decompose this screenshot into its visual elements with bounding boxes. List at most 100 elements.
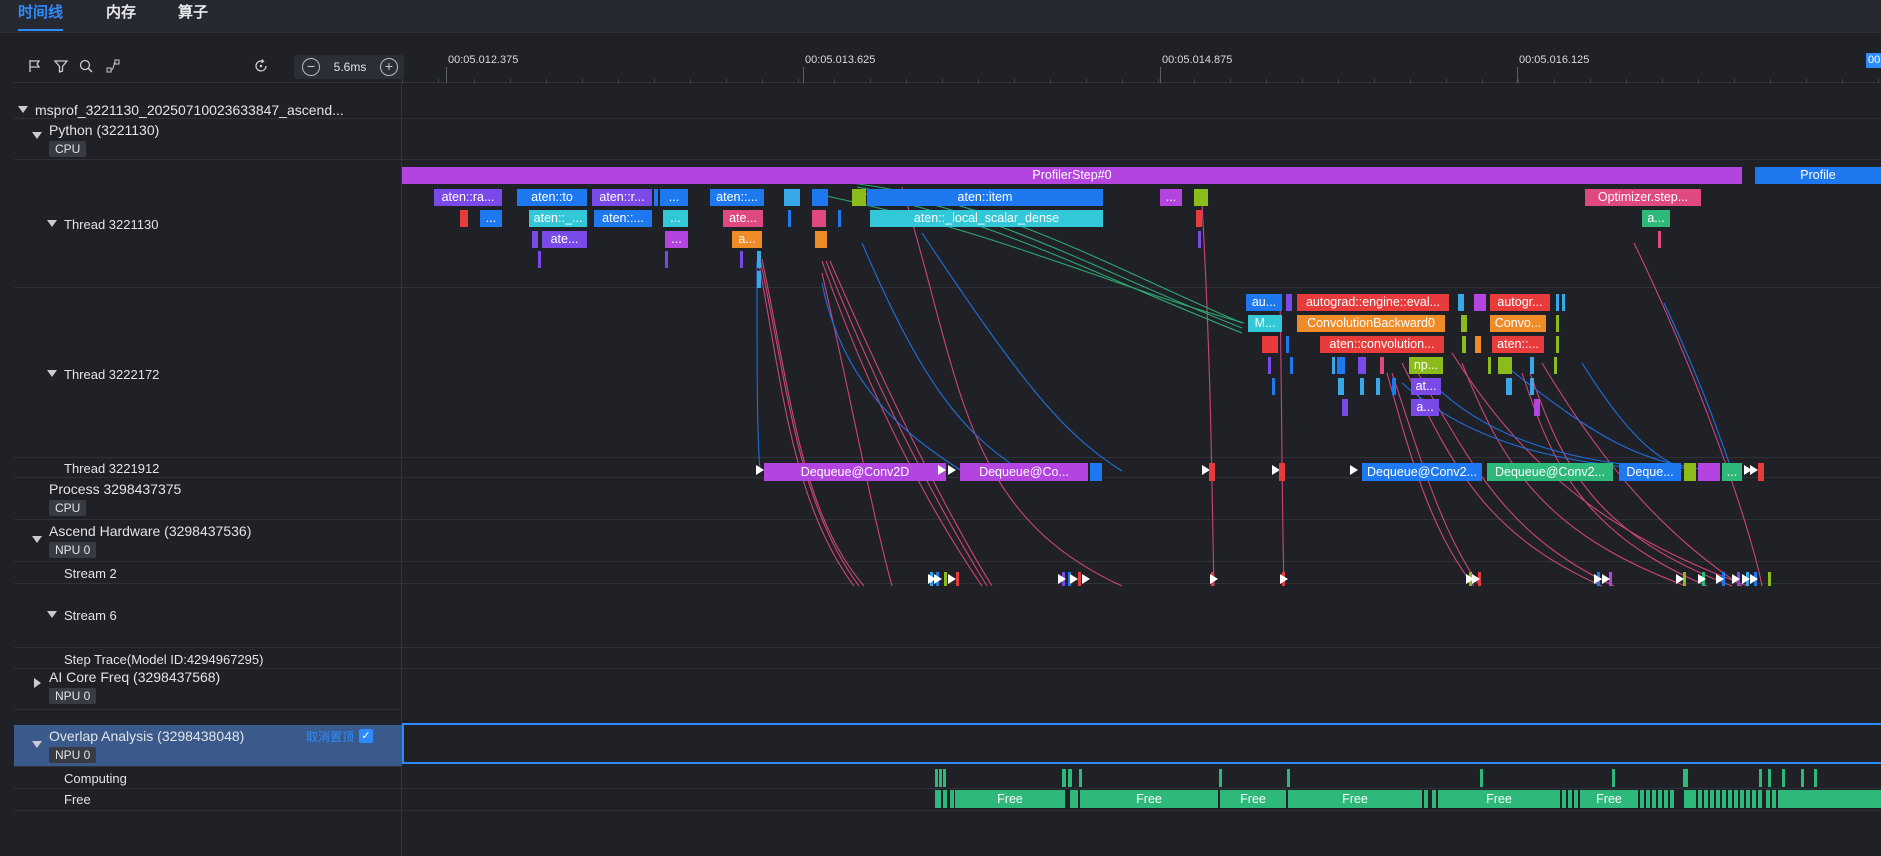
trace-slice[interactable]: aten::...: [1492, 336, 1544, 353]
trace-slice-small[interactable]: [1772, 790, 1776, 808]
trace-slice[interactable]: aten::...: [594, 210, 652, 227]
trace-slice-small[interactable]: [1376, 378, 1380, 395]
trace-slice-small[interactable]: [1534, 399, 1540, 416]
trace-slice-small[interactable]: [1716, 790, 1720, 808]
trace-slice-small[interactable]: [1332, 357, 1335, 374]
collapse-icon[interactable]: [47, 370, 57, 377]
tab-timeline[interactable]: 时间线: [18, 3, 64, 31]
trace-slice[interactable]: ...: [663, 210, 688, 227]
trace-slice[interactable]: autogr...: [1490, 294, 1550, 311]
flag-icon[interactable]: [26, 58, 44, 76]
trace-slice-small[interactable]: [1268, 357, 1271, 374]
trace-slice-small[interactable]: [1768, 572, 1771, 586]
tree-row-stream2[interactable]: Stream 2: [14, 562, 402, 584]
trace-slice-small[interactable]: [1728, 790, 1732, 808]
search-icon[interactable]: [77, 58, 95, 76]
trace-slice-small[interactable]: [812, 189, 828, 206]
trace-slice[interactable]: np...: [1409, 357, 1443, 374]
trace-slice-small[interactable]: [1337, 357, 1345, 374]
timeline-canvas[interactable]: ProfilerStep#0 Profile aten::ra... aten::to…: [402, 83, 1881, 856]
trace-slice-small[interactable]: [1612, 769, 1615, 787]
checkbox-checked[interactable]: ✓: [359, 729, 373, 743]
trace-slice[interactable]: aten::_local_scalar_dense: [870, 210, 1103, 227]
tree-row-root[interactable]: msprof_3221130_20250710023633847_ascend.…: [14, 100, 402, 119]
trace-slice[interactable]: Convo...: [1490, 315, 1546, 332]
trace-slice[interactable]: a...: [1411, 399, 1439, 416]
trace-slice-small[interactable]: [935, 769, 938, 787]
trace-slice-small[interactable]: [1090, 463, 1102, 481]
trace-slice-small[interactable]: [1068, 572, 1071, 586]
free-slice[interactable]: Free: [1438, 790, 1560, 808]
trace-slice-small[interactable]: [460, 210, 468, 227]
trace-slice[interactable]: aten::_...: [529, 210, 587, 227]
trace-slice-small[interactable]: [944, 572, 947, 586]
trace-slice-small[interactable]: [1219, 769, 1222, 787]
trace-slice-small[interactable]: [815, 231, 827, 248]
trace-slice-small[interactable]: [1262, 336, 1278, 353]
reset-icon[interactable]: [252, 58, 270, 76]
trace-slice-small[interactable]: [812, 210, 826, 227]
trace-slice-small[interactable]: [1658, 231, 1661, 248]
trace-slice[interactable]: M...: [1248, 315, 1282, 332]
trace-slice[interactable]: Optimizer.step...: [1585, 189, 1701, 206]
trace-slice-small[interactable]: [665, 251, 668, 268]
free-slice[interactable]: Free: [1080, 790, 1218, 808]
trace-slice-small[interactable]: [1684, 463, 1696, 481]
tree-row-process2[interactable]: Process 3298437375 CPU: [14, 478, 402, 520]
trace-slice-small[interactable]: [654, 189, 658, 206]
trace-slice-small[interactable]: [1778, 790, 1881, 808]
trace-slice-small[interactable]: [1480, 769, 1483, 787]
tree-row-step-trace[interactable]: Step Trace(Model ID:4294967295): [14, 648, 402, 669]
trace-slice[interactable]: aten::to: [517, 189, 587, 206]
trace-slice-small[interactable]: [1530, 378, 1534, 395]
trace-slice-small[interactable]: [1562, 294, 1565, 311]
trace-slice-small[interactable]: [757, 251, 761, 268]
trace-slice[interactable]: ConvolutionBackward0: [1297, 315, 1445, 332]
trace-slice[interactable]: aten::ra...: [434, 189, 502, 206]
unpin-link[interactable]: 取消置顶: [306, 730, 355, 744]
trace-slice-small[interactable]: [757, 271, 761, 288]
trace-slice-small[interactable]: [740, 251, 743, 268]
trace-slice-small[interactable]: [1782, 769, 1785, 787]
time-ruler[interactable]: 00:05.012.375 00:05.013.625 00:05.014.87…: [402, 51, 1881, 83]
dequeue-slice[interactable]: Dequeue@Conv2...: [1362, 463, 1482, 481]
trace-slice-small[interactable]: [1652, 790, 1656, 808]
trace-slice-small[interactable]: [1556, 294, 1559, 311]
collapse-icon[interactable]: [47, 611, 57, 618]
tree-row-thread-c[interactable]: Thread 3221912: [14, 458, 402, 478]
trace-slice-small[interactable]: [1722, 790, 1726, 808]
trace-slice-small[interactable]: [1554, 357, 1557, 374]
free-slice[interactable]: Free: [1220, 790, 1286, 808]
trace-slice[interactable]: aten::convolution...: [1320, 336, 1444, 353]
trace-slice-small[interactable]: [1758, 790, 1762, 808]
trace-slice-small[interactable]: [1070, 790, 1078, 808]
trace-slice-small[interactable]: [1698, 463, 1720, 481]
cursor-time-marker[interactable]: 00: [1866, 53, 1881, 68]
trace-slice-small[interactable]: [1279, 463, 1285, 481]
trace-slice[interactable]: a...: [1642, 210, 1670, 227]
trace-slice-small[interactable]: [1704, 790, 1708, 808]
trace-slice-small[interactable]: [1392, 378, 1396, 395]
trace-slice[interactable]: ate...: [542, 231, 587, 248]
trace-slice-small[interactable]: [1530, 357, 1534, 374]
trace-slice-small[interactable]: [1461, 315, 1467, 332]
dequeue-slice[interactable]: Dequeue@Conv2D: [764, 463, 946, 481]
trace-slice[interactable]: ...: [480, 210, 502, 227]
free-slice[interactable]: Free: [1580, 790, 1638, 808]
collapse-icon[interactable]: [32, 132, 42, 139]
trace-slice[interactable]: ...: [660, 189, 688, 206]
trace-slice[interactable]: aten::...: [710, 189, 764, 206]
trace-slice-small[interactable]: [1684, 790, 1692, 808]
trace-slice-small[interactable]: [1801, 769, 1804, 787]
trace-slice-small[interactable]: [1287, 769, 1290, 787]
trace-slice-small[interactable]: [1358, 357, 1366, 374]
trace-slice-small[interactable]: [1196, 210, 1202, 227]
trace-slice-small[interactable]: [1562, 790, 1566, 808]
trace-slice-small[interactable]: [1640, 790, 1644, 808]
trace-slice-small[interactable]: [1078, 572, 1081, 586]
trace-slice-small[interactable]: [1658, 790, 1662, 808]
trace-slice-small[interactable]: [1814, 769, 1817, 787]
zoom-out-button[interactable]: −: [302, 58, 320, 76]
trace-slice[interactable]: aten::item: [867, 189, 1103, 206]
trace-slice-small[interactable]: [538, 251, 541, 268]
